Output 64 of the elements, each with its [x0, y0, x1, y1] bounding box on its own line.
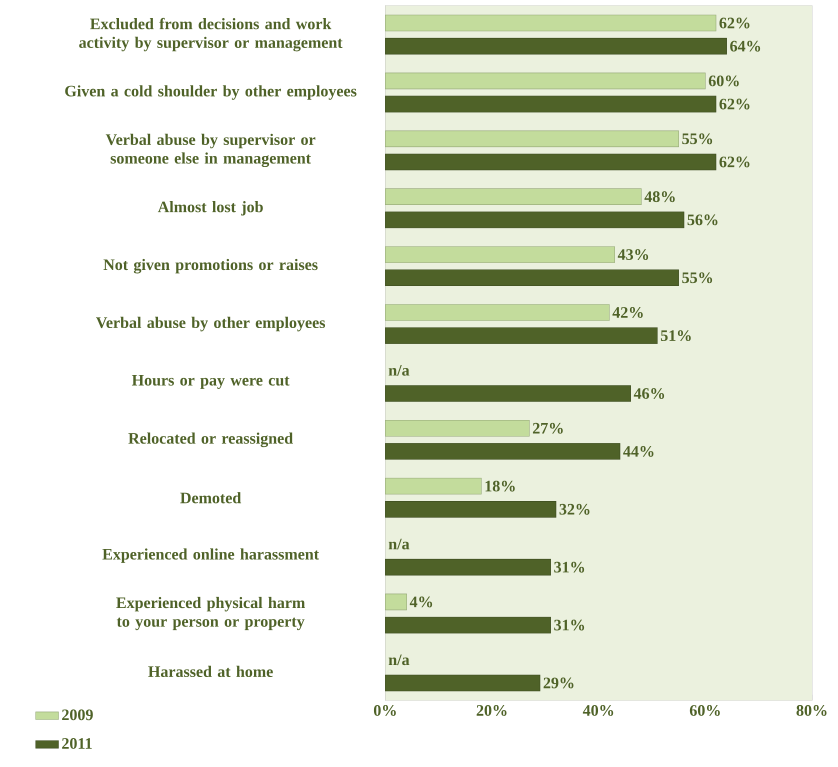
data-label: 48%: [644, 191, 675, 202]
y-tick-label: Hours or pay were cut: [132, 374, 290, 389]
bar: [385, 674, 540, 692]
data-label: 46%: [634, 388, 664, 399]
bar: [385, 616, 551, 634]
data-label: 43%: [618, 249, 648, 260]
data-label: 62%: [719, 18, 750, 28]
y-tick-label: Given a cold shoulder by other employees: [65, 85, 356, 100]
y-tick-label: Verbal abuse by other employees: [96, 316, 326, 332]
y-tick-label: Excluded from decisions and work activity by supervisor or management: [79, 18, 343, 52]
x-tick-label: 80%: [796, 705, 826, 716]
data-label: 64%: [730, 40, 760, 52]
data-label: 4%: [410, 596, 432, 608]
data-label: 51%: [660, 330, 691, 342]
text: n/a: [388, 538, 410, 550]
data-label: 44%: [623, 446, 654, 457]
bar: [385, 72, 706, 90]
bar: [385, 385, 631, 402]
data-label: 60%: [708, 75, 739, 86]
legend-label: 2009: [62, 709, 93, 720]
text: n/a: [388, 365, 410, 376]
data-label: 42%: [612, 307, 643, 318]
bar: [385, 443, 620, 460]
bar: [385, 14, 716, 32]
y-tick-label: Experienced physical harm to your person or property: [116, 596, 306, 630]
y-tick-label: Harassed at home: [148, 666, 273, 678]
y-tick-label: Relocated or reassigned: [128, 432, 293, 448]
x-tick-label: 20%: [476, 705, 506, 716]
y-tick-label: Experienced online harassment: [102, 548, 319, 563]
bar: [385, 154, 716, 170]
data-label: 29%: [544, 678, 574, 688]
bar: [385, 38, 727, 54]
y-tick-label: Demoted: [180, 492, 242, 504]
data-label: 31%: [554, 620, 584, 631]
bar: [385, 420, 530, 437]
x-tick-label: 60%: [690, 705, 720, 716]
y-tick-label: Verbal abuse by supervisor or someone else in management: [106, 134, 316, 168]
data-label: 55%: [682, 133, 712, 144]
bar: [385, 188, 642, 205]
data-label: 32%: [560, 504, 590, 515]
data-label: 27%: [532, 422, 563, 434]
bar: [385, 212, 684, 228]
bar: [385, 327, 658, 344]
bar: [385, 130, 679, 148]
data-label: 62%: [719, 156, 750, 168]
data-label: 62%: [719, 98, 750, 110]
bar: [385, 478, 482, 494]
bar: [385, 96, 716, 112]
text: n/a: [388, 654, 410, 666]
bar: [385, 594, 407, 610]
bar: [385, 501, 556, 518]
bar: [385, 269, 679, 286]
data-label: 18%: [486, 480, 515, 492]
bar: [385, 558, 551, 576]
data-label: 56%: [688, 214, 718, 226]
y-tick-label: Almost lost job: [158, 201, 263, 216]
x-tick-label: 40%: [582, 705, 614, 716]
legend-label: 2011: [62, 738, 92, 749]
data-label: 31%: [554, 562, 584, 573]
bar: [385, 246, 615, 263]
y-tick-label: Not given promotions or raises: [104, 258, 318, 274]
data-label: 55%: [682, 272, 712, 284]
bar: [385, 304, 610, 321]
x-tick-label: 0%: [374, 705, 396, 716]
